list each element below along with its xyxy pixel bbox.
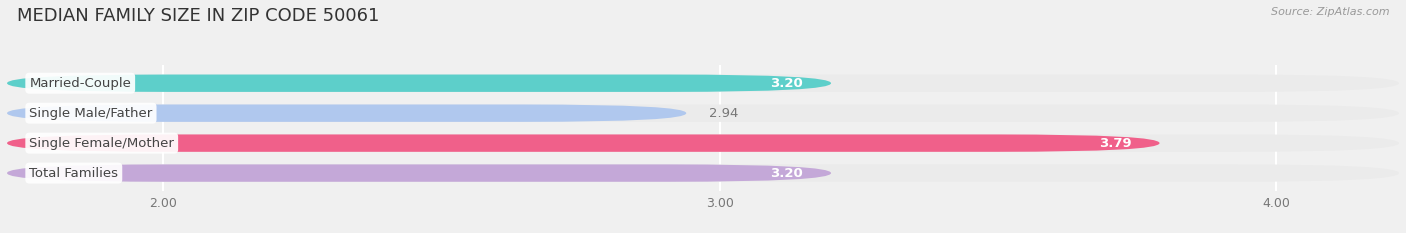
- Text: Single Male/Father: Single Male/Father: [30, 107, 153, 120]
- Text: 2.94: 2.94: [709, 107, 738, 120]
- FancyBboxPatch shape: [7, 134, 1160, 152]
- FancyBboxPatch shape: [7, 75, 831, 92]
- Text: Married-Couple: Married-Couple: [30, 77, 131, 90]
- FancyBboxPatch shape: [7, 75, 1399, 92]
- Text: 3.79: 3.79: [1099, 137, 1132, 150]
- FancyBboxPatch shape: [7, 134, 1399, 152]
- Text: Single Female/Mother: Single Female/Mother: [30, 137, 174, 150]
- FancyBboxPatch shape: [7, 164, 1399, 182]
- Text: MEDIAN FAMILY SIZE IN ZIP CODE 50061: MEDIAN FAMILY SIZE IN ZIP CODE 50061: [17, 7, 380, 25]
- FancyBboxPatch shape: [7, 104, 1399, 122]
- FancyBboxPatch shape: [7, 104, 686, 122]
- Text: 3.20: 3.20: [770, 77, 803, 90]
- Text: Source: ZipAtlas.com: Source: ZipAtlas.com: [1271, 7, 1389, 17]
- FancyBboxPatch shape: [7, 164, 831, 182]
- Text: 3.20: 3.20: [770, 167, 803, 180]
- Text: Total Families: Total Families: [30, 167, 118, 180]
